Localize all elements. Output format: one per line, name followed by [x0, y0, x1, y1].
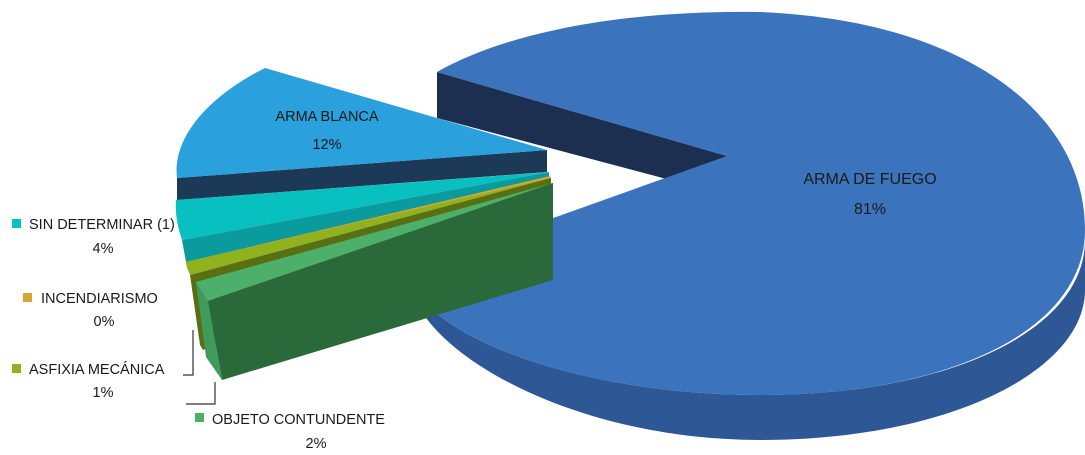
leader-line-asfixia — [183, 330, 194, 376]
label-sin-determinar: SIN DETERMINAR (1) — [29, 217, 175, 233]
marker-incendiarismo — [23, 293, 32, 302]
marker-objeto-contundente — [195, 413, 204, 422]
slice-objeto-contundente-side — [208, 183, 553, 380]
slice-objeto-contundente-top — [196, 183, 553, 301]
value-objeto-contundente: 2% — [306, 436, 327, 452]
slice-arma-blanca-marker — [244, 110, 253, 119]
slice-asfixia-mecanica-top — [186, 178, 551, 275]
label-incendiarismo: INCENDIARISMO — [41, 291, 158, 307]
value-arma-de-fuego: 81% — [854, 201, 886, 218]
slice-arma-blanca-side — [177, 150, 547, 200]
value-asfixia-mecanica: 1% — [93, 385, 114, 401]
value-arma-blanca: 12% — [312, 137, 341, 153]
slice-sin-determinar-side — [182, 172, 549, 262]
slice-arma-de-fuego-back-wall — [437, 72, 727, 195]
slice-arma-de-fuego-top — [410, 11, 1085, 395]
slice-sin-determinar-top — [175, 172, 549, 240]
label-objeto-contundente: OBJETO CONTUNDENTE — [212, 412, 385, 428]
slice-objeto-contundente — [196, 183, 553, 380]
value-sin-determinar: 4% — [93, 241, 114, 257]
slice-arma-de-fuego — [409, 11, 1085, 440]
slice-objeto-contundente-left — [196, 282, 222, 380]
slice-arma-de-fuego-marker — [773, 172, 782, 181]
slice-sin-determinar — [175, 172, 549, 262]
slice-arma-de-fuego-rim — [409, 240, 1085, 440]
leader-line-objeto — [186, 382, 216, 405]
marker-sin-determinar — [12, 219, 21, 228]
value-incendiarismo: 0% — [94, 314, 115, 330]
label-arma-de-fuego: ARMA DE FUEGO — [803, 171, 936, 188]
slice-arma-blanca — [176, 68, 547, 200]
slice-arma-blanca-top — [176, 68, 547, 178]
marker-asfixia-mecanica — [12, 364, 21, 373]
label-arma-blanca: ARMA BLANCA — [275, 109, 378, 125]
label-asfixia-mecanica: ASFIXIA MECÁNICA — [29, 361, 165, 378]
